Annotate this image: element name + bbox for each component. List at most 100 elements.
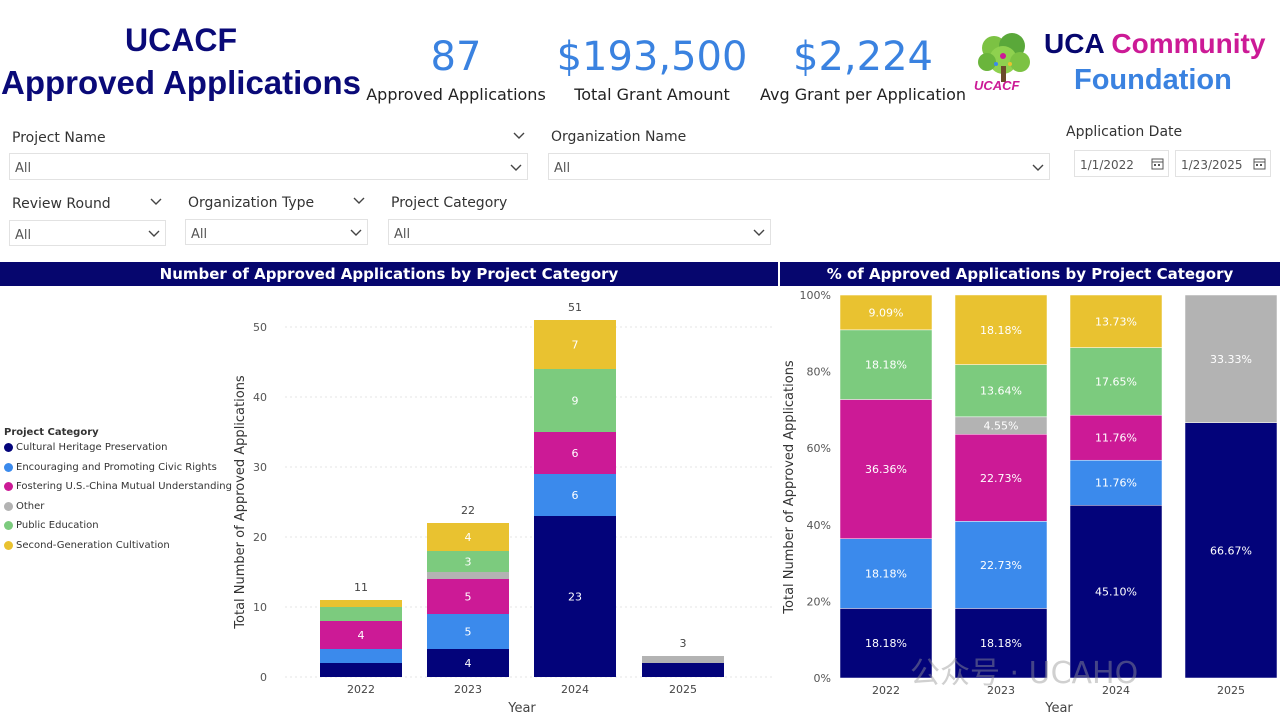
bar-segment-cultural-heritage-preservation[interactable]: [427, 649, 509, 677]
legend-label: Public Education: [16, 520, 99, 532]
bar-segment-public-education[interactable]: [1069, 347, 1163, 416]
bar-segment-fostering-u-s-china-mutual-understanding[interactable]: [1069, 414, 1163, 461]
bar-segment-other[interactable]: [427, 572, 509, 579]
legend-label: Encouraging and Promoting Civic Rights: [16, 461, 217, 473]
calendar-icon: [1253, 158, 1266, 170]
y-tick-label: 50: [253, 321, 267, 334]
legend-label: Cultural Heritage Preservation: [16, 442, 168, 453]
data-label: 13.73%: [1095, 315, 1137, 328]
y-axis-title: Total Number of Approved Applications: [233, 375, 248, 630]
data-label: 11.76%: [1095, 477, 1137, 490]
review-round-dropdown[interactable]: All: [9, 220, 166, 246]
start-date-input[interactable]: 1/1/2022: [1074, 150, 1169, 177]
bar-segment-cultural-heritage-preservation[interactable]: [642, 663, 724, 677]
bar-segment-encouraging-and-promoting-civic-rights[interactable]: [320, 649, 402, 663]
data-label: 6: [572, 489, 579, 502]
x-tick-label: 2025: [1217, 684, 1245, 697]
legend-item-fostering-u-s-china-mutual-understanding[interactable]: Fostering U.S.-China Mutual Understandin…: [4, 481, 232, 492]
data-label: 11.76%: [1095, 432, 1137, 445]
legend-item-encouraging-and-promoting-civic-rights[interactable]: Encouraging and Promoting Civic Rights: [4, 462, 232, 473]
legend-swatch: [4, 540, 13, 550]
kpi-total-grant-label: Total Grant Amount: [574, 85, 730, 104]
kpi-avg-grant-value: $2,224: [793, 34, 933, 80]
data-label: 18.18%: [980, 324, 1022, 337]
bar-segment-encouraging-and-promoting-civic-rights[interactable]: [954, 521, 1048, 609]
legend-item-other[interactable]: Other: [4, 501, 232, 512]
bar-segment-second-generation-cultivation[interactable]: [427, 523, 509, 551]
bar-segment-public-education[interactable]: [427, 551, 509, 572]
project-category-dropdown[interactable]: All: [388, 219, 771, 245]
total-label: 3: [680, 637, 687, 650]
logo-caption: UCACF: [974, 78, 1020, 93]
bar-segment-fostering-u-s-china-mutual-understanding[interactable]: [954, 434, 1048, 522]
organization-name-dropdown[interactable]: All: [548, 153, 1050, 180]
bar-segment-fostering-u-s-china-mutual-understanding[interactable]: [839, 399, 933, 539]
x-tick-label: 2022: [872, 684, 900, 697]
logo-text-uca: UCA: [1044, 28, 1104, 59]
bar-segment-other[interactable]: [642, 656, 724, 663]
bar-segment-fostering-u-s-china-mutual-understanding[interactable]: [534, 432, 616, 474]
bar-segment-other[interactable]: [1184, 294, 1278, 423]
y-tick-label: 30: [253, 461, 267, 474]
bar-segment-public-education[interactable]: [320, 607, 402, 621]
percent-stacked-bar-chart: 0% 20% 40% 60% 80% 100% 18.18% 18.18% 36.36% 18.1…: [782, 289, 1278, 716]
data-label: 18.18%: [865, 637, 907, 650]
chevron-down-icon: [350, 229, 362, 236]
bar-segment-cultural-heritage-preservation[interactable]: [954, 608, 1048, 679]
data-label: 5: [465, 626, 472, 639]
legend-label: Fostering U.S.-China Mutual Understandin…: [16, 481, 232, 493]
total-label: 11: [354, 581, 368, 594]
bar-segment-cultural-heritage-preservation[interactable]: [534, 516, 616, 677]
logo-text-line1: UCA Community: [1044, 28, 1265, 60]
bar-segment-public-education[interactable]: [534, 369, 616, 432]
chevron-down-icon[interactable]: [150, 196, 162, 208]
bar-segment-encouraging-and-promoting-civic-rights[interactable]: [534, 474, 616, 516]
bar-segment-fostering-u-s-china-mutual-understanding[interactable]: [427, 579, 509, 614]
legend-item-public-education[interactable]: Public Education: [4, 520, 232, 531]
project-name-dropdown[interactable]: All: [9, 153, 528, 180]
y-tick-label: 10: [253, 601, 267, 614]
legend-swatch: [4, 443, 13, 452]
data-label: 18.18%: [865, 359, 907, 372]
organization-type-dropdown[interactable]: All: [185, 219, 368, 245]
x-tick-label: 2023: [987, 684, 1015, 697]
bar-segment-second-generation-cultivation[interactable]: [1069, 294, 1163, 348]
page-title-line2: Approved Applications: [1, 64, 361, 101]
legend-swatch: [4, 501, 13, 511]
bar-segment-second-generation-cultivation[interactable]: [534, 320, 616, 369]
bar-segment-fostering-u-s-china-mutual-understanding[interactable]: [320, 621, 402, 649]
bar-segment-public-education[interactable]: [839, 329, 933, 400]
data-label: 7: [572, 339, 579, 352]
x-axis-title: Year: [507, 701, 536, 716]
y-tick-label: 0: [260, 671, 267, 684]
bar-segment-encouraging-and-promoting-civic-rights[interactable]: [427, 614, 509, 649]
project-category-value: All: [394, 227, 411, 242]
percent-chart-title: % of Approved Applications by Project Ca…: [780, 262, 1280, 286]
bar-segment-cultural-heritage-preservation[interactable]: [1184, 422, 1278, 679]
bar-segment-encouraging-and-promoting-civic-rights[interactable]: [839, 538, 933, 609]
bar-segment-cultural-heritage-preservation[interactable]: [320, 663, 402, 677]
legend-title: Project Category: [4, 427, 99, 438]
legend-item-second-generation-cultivation[interactable]: Second-Generation Cultivation: [4, 540, 232, 551]
legend-label: Second-Generation Cultivation: [16, 539, 170, 551]
bar-segment-second-generation-cultivation[interactable]: [954, 294, 1048, 365]
x-tick-label: 2024: [561, 683, 589, 696]
bar-segment-cultural-heritage-preservation[interactable]: [839, 608, 933, 679]
kpi-approved-value: 87: [430, 34, 482, 80]
bar-segment-second-generation-cultivation[interactable]: [839, 294, 933, 331]
legend-item-cultural-heritage-preservation[interactable]: Cultural Heritage Preservation: [4, 442, 232, 453]
data-label: 6: [572, 447, 579, 460]
data-label: 18.18%: [865, 568, 907, 581]
end-date-input[interactable]: 1/23/2025: [1175, 150, 1271, 177]
bar-segment-second-generation-cultivation[interactable]: [320, 600, 402, 607]
bar-segment-encouraging-and-promoting-civic-rights[interactable]: [1069, 459, 1163, 506]
data-label: 9: [572, 395, 579, 408]
bar-segment-cultural-heritage-preservation[interactable]: [1069, 505, 1163, 679]
legend-swatch: [4, 462, 13, 472]
chevron-down-icon: [148, 230, 160, 237]
data-label: 3: [465, 556, 472, 569]
chevron-down-icon[interactable]: [353, 195, 365, 207]
chevron-down-icon[interactable]: [513, 130, 525, 142]
x-axis-title: Year: [1044, 701, 1073, 716]
legend: Project Category Cultural Heritage Prese…: [4, 427, 232, 560]
